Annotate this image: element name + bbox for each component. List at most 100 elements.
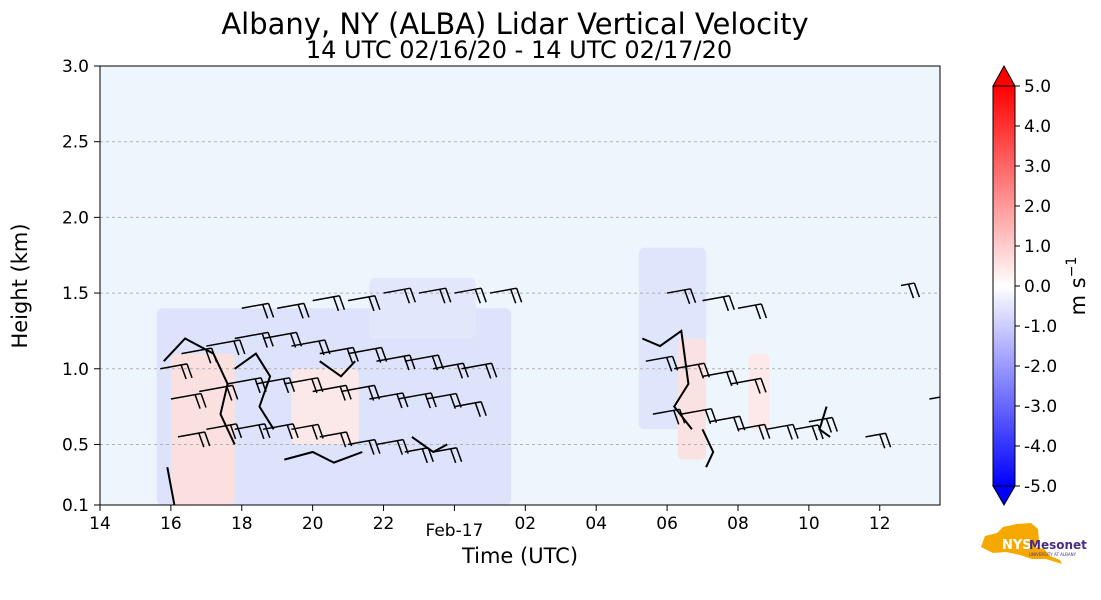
- contour-lines: [163, 329, 831, 505]
- colorbar-ticks: 5.0 4.0 3.0 2.0 1.0 0.0 -1.0 -2.0 -3.0 -4.0 -5.0: [1015, 77, 1057, 497]
- x-axis: 14 16 18 20 22 02 04 06 08 10 12 Feb-17: [89, 505, 891, 541]
- y-axis-label: Height (km): [8, 223, 32, 348]
- wind-barb: [347, 438, 381, 455]
- svg-text:UNIVERSITY AT ALBANY: UNIVERSITY AT ALBANY: [1029, 552, 1077, 557]
- wind-barb: [900, 282, 921, 299]
- wind-barb: [794, 424, 824, 441]
- x-axis-label: Time (UTC): [461, 544, 578, 568]
- date-label: Feb-17: [425, 521, 483, 541]
- contour-line-5: [166, 467, 176, 505]
- velocity-region-5: [677, 338, 707, 460]
- x-tick-label: 14: [89, 514, 111, 534]
- wind-barb: [206, 339, 246, 356]
- svg-text:NYS: NYS: [1002, 538, 1032, 553]
- wind-barb: [454, 287, 487, 304]
- wind-barb: [277, 302, 310, 319]
- x-tick-label: 02: [514, 514, 536, 534]
- colorbar-label: m s−1: [1064, 257, 1090, 316]
- y-tick-label: 1.5: [62, 284, 89, 304]
- contour-line-2: [319, 360, 356, 378]
- wind-barb: [241, 302, 275, 319]
- wind-barb: [160, 363, 193, 380]
- wind-barb: [312, 384, 352, 401]
- colorbar-tick-label: -1.0: [1024, 317, 1057, 337]
- wind-barb: [170, 392, 207, 409]
- gridlines: [100, 141, 940, 445]
- contour-line-0: [163, 337, 236, 445]
- x-tick-label: 16: [160, 514, 182, 534]
- wind-barb: [227, 377, 267, 394]
- nys-mesonet-logo: NYS Mesonet UNIVERSITY AT ALBANY: [981, 523, 1087, 564]
- wind-barb: [737, 303, 768, 320]
- wind-barb: [404, 447, 434, 464]
- wind-barb: [347, 295, 381, 312]
- wind-barb: [206, 423, 243, 440]
- colorbar-tick-label: -2.0: [1024, 357, 1057, 377]
- wind-barb: [666, 288, 697, 305]
- wind-barb: [766, 423, 799, 440]
- wind-barb: [397, 392, 437, 409]
- wind-barb: [418, 287, 452, 304]
- wind-barb: [730, 377, 767, 394]
- wind-barb: [702, 295, 735, 312]
- x-tick-label: 08: [727, 514, 749, 534]
- colorbar-tick-label: -4.0: [1024, 437, 1057, 457]
- colorbar-gradient: [993, 86, 1015, 486]
- colorbar-tick-label: 3.0: [1024, 157, 1051, 177]
- wind-barb: [461, 362, 498, 379]
- wind-barb: [255, 377, 296, 394]
- colorbar-tick-label: 0.0: [1024, 277, 1051, 297]
- x-tick-label: 04: [585, 514, 607, 534]
- wind-barb: [262, 423, 299, 440]
- contour-line-7: [701, 428, 715, 468]
- wind-barb: [808, 416, 838, 433]
- wind-barb: [454, 400, 487, 418]
- colorbar-max-extend: [992, 64, 1016, 87]
- velocity-region-1: [369, 277, 476, 339]
- y-tick-label: 2.5: [62, 133, 89, 153]
- y-tick-label: 3.0: [62, 57, 89, 77]
- plot-frame: [99, 65, 941, 506]
- colorbar-tick-label: -5.0: [1024, 477, 1057, 497]
- wind-barb: [489, 287, 523, 304]
- y-tick-label: 2.0: [62, 208, 89, 228]
- colorbar-tick-label: 5.0: [1024, 77, 1051, 97]
- wind-barb: [929, 396, 940, 400]
- chart-subtitle: 14 UTC 02/16/20 - 14 UTC 02/17/20: [306, 36, 732, 64]
- y-tick-label: 0.5: [62, 435, 89, 455]
- wind-barb: [177, 431, 211, 448]
- wind-barb: [181, 347, 218, 364]
- colorbar-tick-label: 1.0: [1024, 237, 1051, 257]
- x-tick-label: 18: [231, 514, 253, 534]
- wind-barb: [312, 295, 346, 312]
- wind-barb: [369, 392, 409, 409]
- wind-barb: [737, 423, 771, 440]
- x-tick-label: 12: [869, 514, 891, 534]
- x-tick-label: 06: [656, 514, 678, 534]
- wind-barb: [433, 362, 469, 379]
- chart-title: Albany, NY (ALBA) Lidar Vertical Velocit…: [221, 7, 808, 41]
- ny-state-shape-icon: [981, 523, 1062, 564]
- colorbar-tick-label: -3.0: [1024, 397, 1057, 417]
- colorbar-tick-label: 4.0: [1024, 117, 1051, 137]
- wind-barbs: [160, 282, 940, 464]
- colorbar-min-extend: [992, 485, 1016, 506]
- contour-line-3: [284, 450, 363, 464]
- y-tick-label: 1.0: [62, 360, 89, 380]
- svg-text:Mesonet: Mesonet: [1029, 538, 1087, 552]
- x-tick-label: 20: [302, 514, 324, 534]
- x-tick-label: 22: [373, 514, 395, 534]
- wind-barb: [383, 287, 417, 304]
- y-tick-label: 0.1: [62, 496, 89, 516]
- wind-barb: [865, 432, 892, 449]
- contour-line-1: [234, 352, 275, 430]
- wind-barb: [234, 423, 271, 440]
- velocity-region-2: [170, 353, 235, 505]
- wind-barb: [376, 354, 416, 371]
- wind-barb: [234, 331, 274, 348]
- wind-barb: [319, 346, 359, 363]
- colorbar-tick-label: 2.0: [1024, 197, 1051, 217]
- wind-barb: [433, 447, 463, 464]
- wind-barb: [652, 408, 686, 425]
